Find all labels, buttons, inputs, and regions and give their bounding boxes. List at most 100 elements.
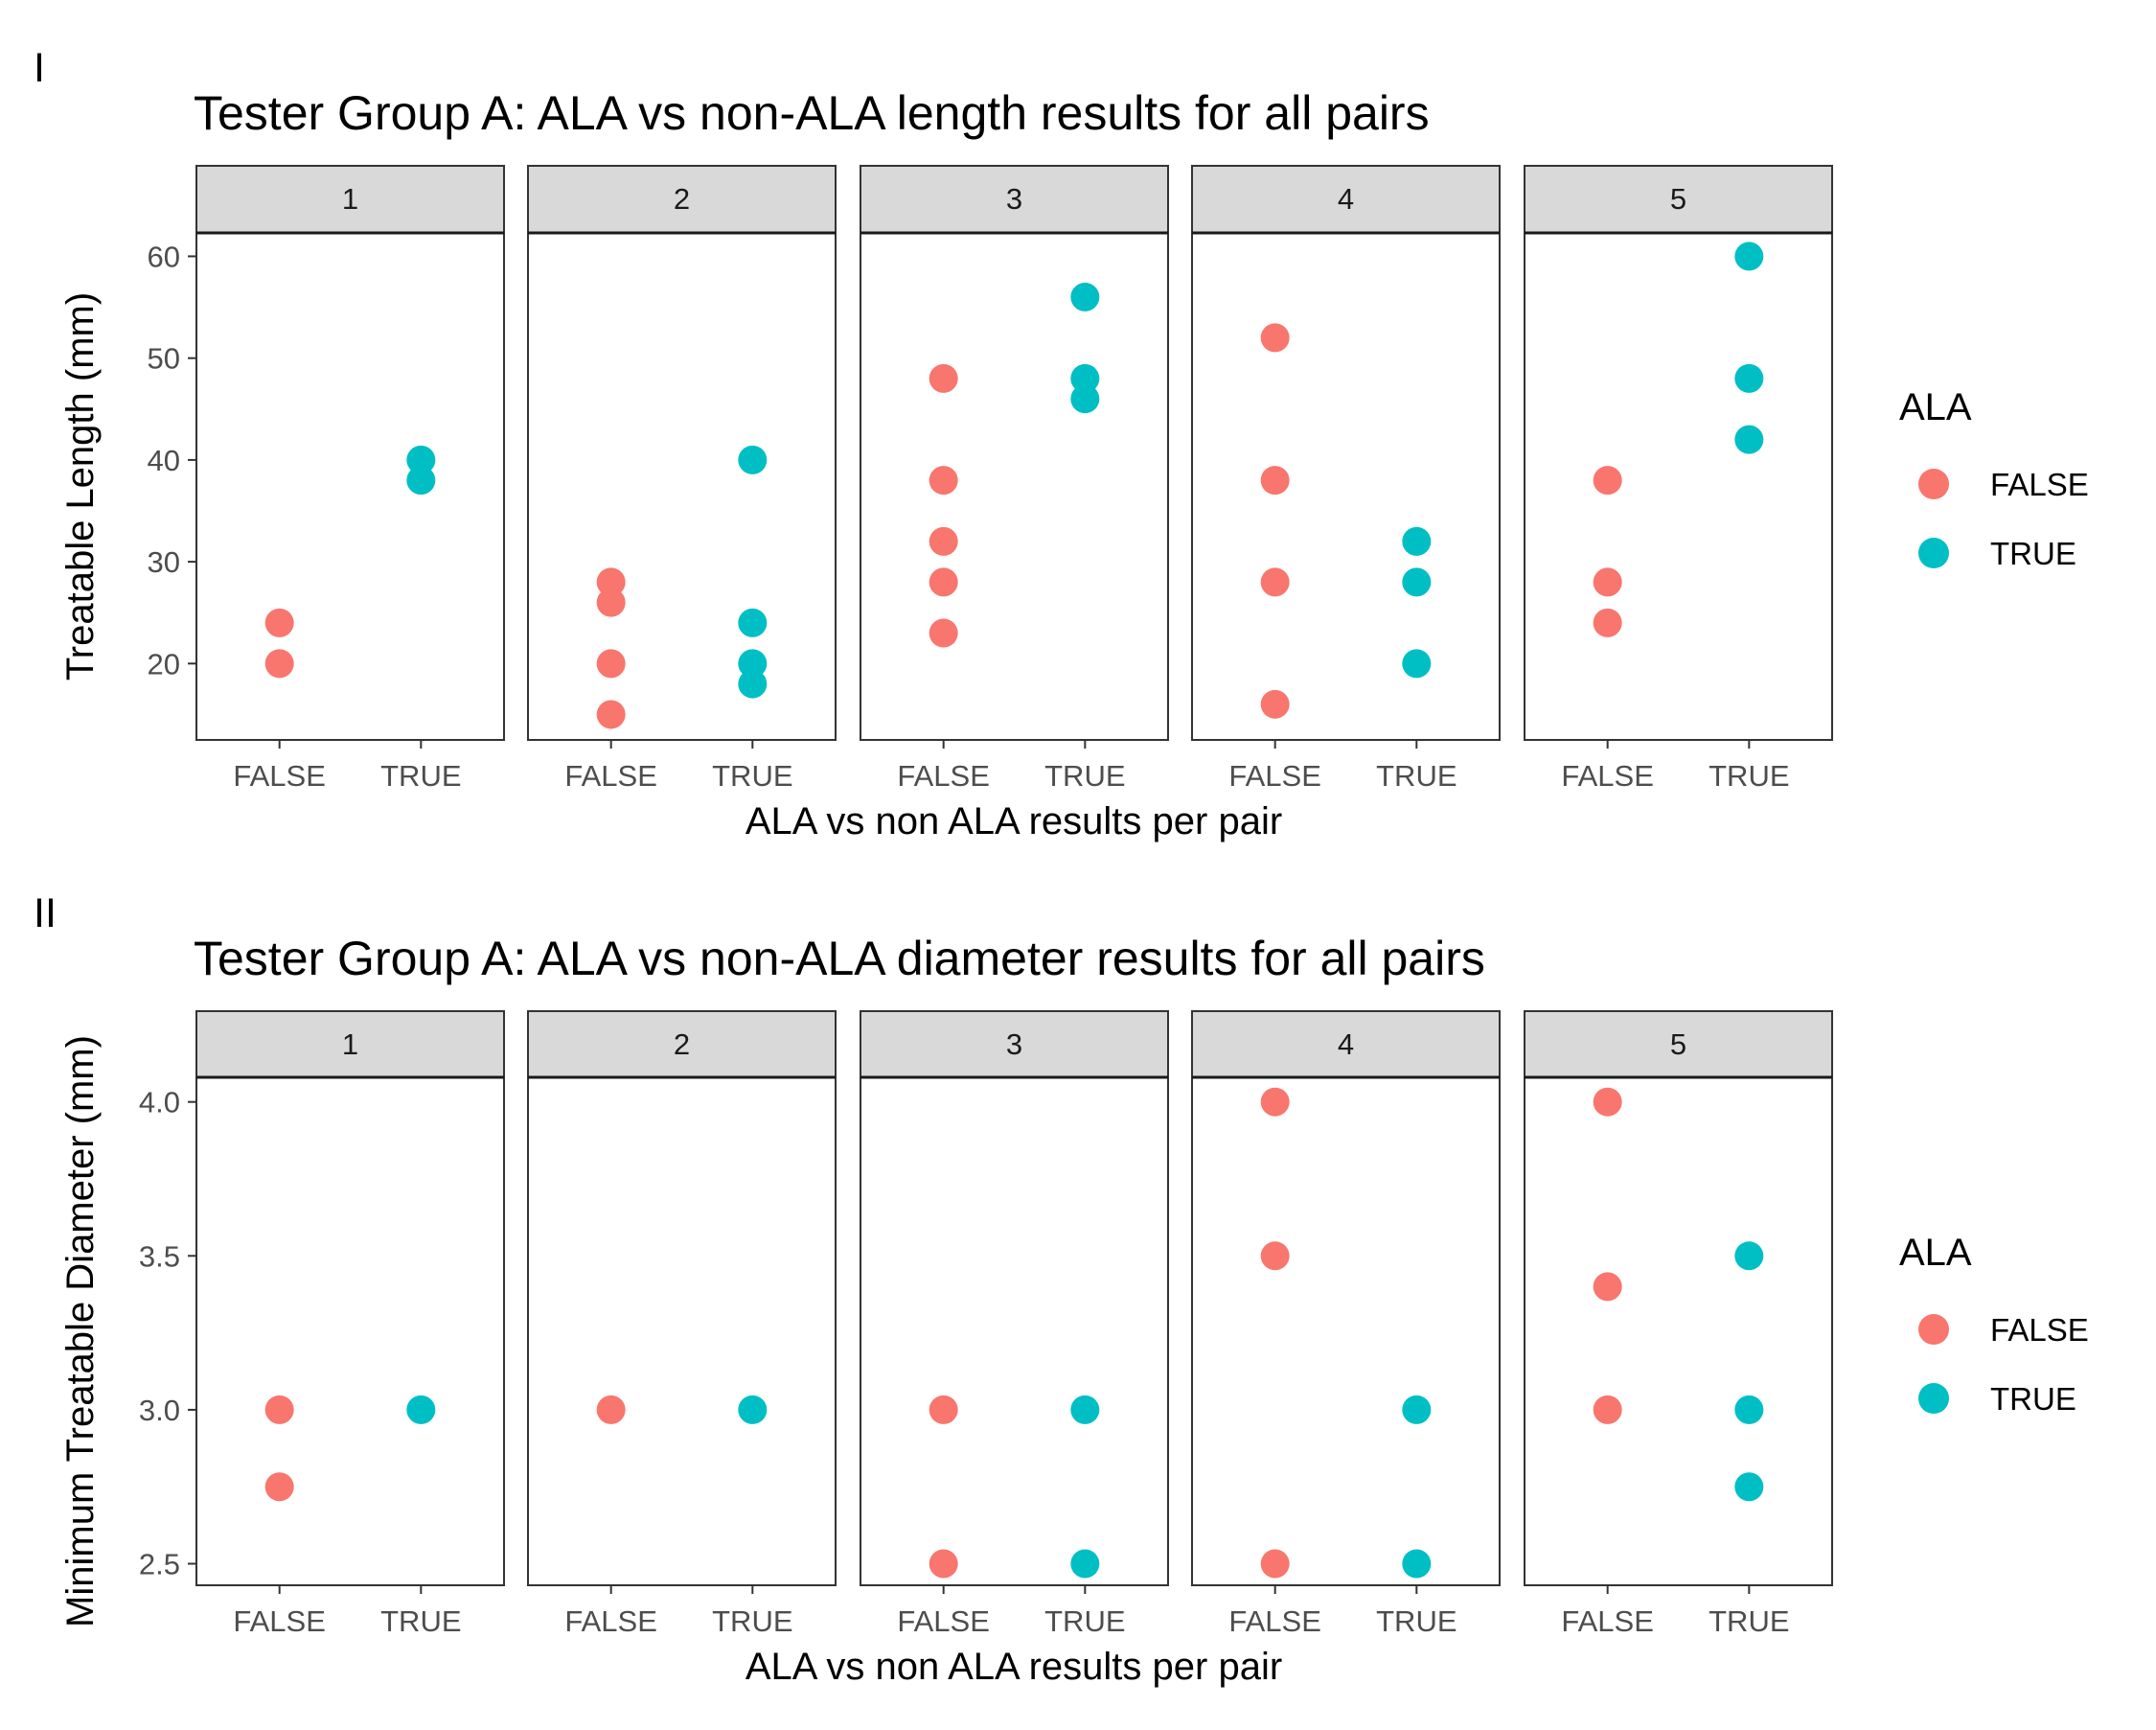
data-point-false (929, 567, 958, 597)
legend-key-false (1918, 1314, 1949, 1345)
facet-panel (860, 1076, 1169, 1586)
facet-strip (195, 165, 505, 234)
data-point-false (1260, 466, 1290, 496)
data-point-true (1070, 282, 1100, 311)
data-point-true (1070, 384, 1100, 414)
data-point-false (1593, 1395, 1622, 1424)
data-point-false (929, 1549, 958, 1579)
data-point-false (929, 466, 958, 496)
facet-strip-label: 1 (342, 1027, 358, 1061)
y-tick-label: 2.5 (139, 1548, 180, 1581)
data-point-true (1734, 425, 1764, 454)
data-point-false (1593, 567, 1622, 597)
facet-strip (527, 165, 837, 234)
legend-key-false (1918, 469, 1949, 499)
data-point-true (1402, 1549, 1432, 1579)
x-tick-label: TRUE (1044, 759, 1125, 793)
facet-panel (1524, 1076, 1833, 1586)
y-tick-label: 3.5 (139, 1239, 180, 1273)
facet-strip-label: 4 (1338, 182, 1354, 216)
legend-title: ALA (1899, 1232, 1972, 1274)
data-point-true (738, 608, 768, 637)
x-tick-label: FALSE (1228, 1604, 1321, 1638)
facet-strip-label: 3 (1006, 1027, 1022, 1061)
data-point-true (1402, 649, 1432, 679)
x-tick-label: FALSE (233, 759, 326, 793)
legend-label-false: FALSE (1990, 467, 2089, 502)
data-point-true (1734, 1395, 1764, 1424)
y-tick-label: 50 (148, 342, 180, 376)
data-point-false (929, 526, 958, 556)
data-point-false (929, 1395, 958, 1424)
facet-strip-label: 3 (1006, 182, 1022, 216)
facet-strip (527, 1010, 837, 1078)
facet-panel (527, 1076, 837, 1586)
facet-panel (195, 232, 505, 741)
data-point-true (406, 466, 436, 496)
facet-panel (1524, 232, 1833, 741)
data-point-true (1070, 363, 1100, 393)
x-tick-label: FALSE (1561, 759, 1654, 793)
data-point-true (1734, 1472, 1764, 1502)
data-point-false (264, 1472, 294, 1502)
data-point-true (1402, 567, 1432, 597)
y-axis-title: Treatable Length (mm) (59, 292, 102, 680)
facet-strip (860, 1010, 1169, 1078)
facet-panel (195, 1076, 505, 1586)
data-point-false (1593, 466, 1622, 496)
x-tick-label: TRUE (1709, 1604, 1789, 1638)
data-point-true (406, 445, 436, 474)
data-point-true (1402, 1395, 1432, 1424)
plot-title: Tester Group A: ALA vs non-ALA length re… (194, 86, 1430, 140)
data-point-false (596, 1395, 626, 1424)
panel-tag: I (34, 45, 45, 91)
facet-strip-label: 5 (1670, 1027, 1686, 1061)
data-point-false (596, 700, 626, 729)
facet-strip-label: 2 (674, 1027, 690, 1061)
facet-panel (1191, 1076, 1501, 1586)
data-point-true (738, 445, 768, 474)
x-tick-label: TRUE (712, 759, 792, 793)
facet-strip (1191, 1010, 1501, 1078)
y-tick-label: 40 (148, 444, 180, 477)
x-tick-label: FALSE (897, 1604, 990, 1638)
data-point-false (1260, 689, 1290, 719)
plot-title: Tester Group A: ALA vs non-ALA diameter … (194, 932, 1485, 985)
data-point-true (1070, 1549, 1100, 1579)
data-point-false (929, 363, 958, 393)
facet-strip-label: 4 (1338, 1027, 1354, 1061)
data-point-false (1593, 1087, 1622, 1117)
x-tick-label: TRUE (1376, 1604, 1456, 1638)
facet-panel (1191, 232, 1501, 741)
legend-label-true: TRUE (1990, 1381, 2076, 1417)
facet-panel (527, 232, 837, 741)
panel-tag: II (34, 890, 57, 936)
data-point-true (738, 649, 768, 679)
data-point-false (1260, 1241, 1290, 1271)
data-point-false (264, 608, 294, 637)
y-tick-label: 60 (148, 240, 180, 273)
data-point-false (264, 649, 294, 679)
data-point-true (738, 669, 768, 699)
data-point-false (596, 588, 626, 617)
data-point-true (1402, 526, 1432, 556)
legend-label-true: TRUE (1990, 536, 2076, 571)
facet-strip-label: 2 (674, 182, 690, 216)
x-tick-label: TRUE (712, 1604, 792, 1638)
legend-key-true (1918, 1383, 1949, 1414)
facet-strip (1524, 1010, 1833, 1078)
data-point-false (1260, 567, 1290, 597)
data-point-true (1734, 1241, 1764, 1271)
x-tick-label: TRUE (1376, 759, 1456, 793)
data-point-false (1260, 323, 1290, 353)
x-tick-label: TRUE (380, 759, 461, 793)
x-tick-label: TRUE (1709, 759, 1789, 793)
y-tick-label: 4.0 (139, 1086, 180, 1119)
data-point-false (1260, 1087, 1290, 1117)
data-point-false (929, 618, 958, 648)
data-point-false (1593, 1272, 1622, 1302)
x-axis-title: ALA vs non ALA results per pair (745, 800, 1282, 842)
x-tick-label: TRUE (1044, 1604, 1125, 1638)
